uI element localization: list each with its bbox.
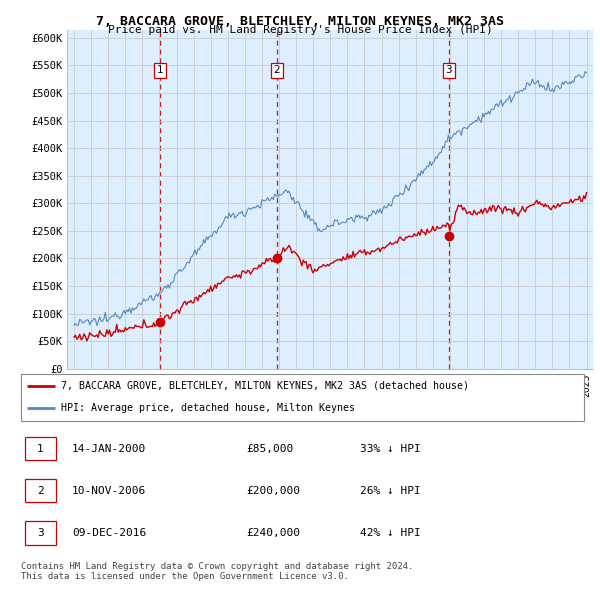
- Text: £85,000: £85,000: [246, 444, 293, 454]
- Text: 33% ↓ HPI: 33% ↓ HPI: [360, 444, 421, 454]
- FancyBboxPatch shape: [21, 375, 584, 421]
- Text: 3: 3: [37, 528, 44, 538]
- Text: Contains HM Land Registry data © Crown copyright and database right 2024.
This d: Contains HM Land Registry data © Crown c…: [21, 562, 413, 581]
- Text: 1: 1: [157, 65, 163, 75]
- Text: 10-NOV-2006: 10-NOV-2006: [72, 486, 146, 496]
- Text: 42% ↓ HPI: 42% ↓ HPI: [360, 528, 421, 538]
- Text: 3: 3: [445, 65, 452, 75]
- Text: 14-JAN-2000: 14-JAN-2000: [72, 444, 146, 454]
- Text: 2: 2: [274, 65, 280, 75]
- Text: 1: 1: [37, 444, 44, 454]
- Text: 7, BACCARA GROVE, BLETCHLEY, MILTON KEYNES, MK2 3AS (detached house): 7, BACCARA GROVE, BLETCHLEY, MILTON KEYN…: [61, 381, 469, 391]
- FancyBboxPatch shape: [25, 479, 56, 503]
- Text: 26% ↓ HPI: 26% ↓ HPI: [360, 486, 421, 496]
- Text: HPI: Average price, detached house, Milton Keynes: HPI: Average price, detached house, Milt…: [61, 404, 355, 414]
- Text: Price paid vs. HM Land Registry's House Price Index (HPI): Price paid vs. HM Land Registry's House …: [107, 25, 493, 35]
- FancyBboxPatch shape: [25, 522, 56, 545]
- FancyBboxPatch shape: [25, 437, 56, 460]
- Text: 2: 2: [37, 486, 44, 496]
- Text: 09-DEC-2016: 09-DEC-2016: [72, 528, 146, 538]
- Text: 7, BACCARA GROVE, BLETCHLEY, MILTON KEYNES, MK2 3AS: 7, BACCARA GROVE, BLETCHLEY, MILTON KEYN…: [96, 15, 504, 28]
- Text: £240,000: £240,000: [246, 528, 300, 538]
- Text: £200,000: £200,000: [246, 486, 300, 496]
